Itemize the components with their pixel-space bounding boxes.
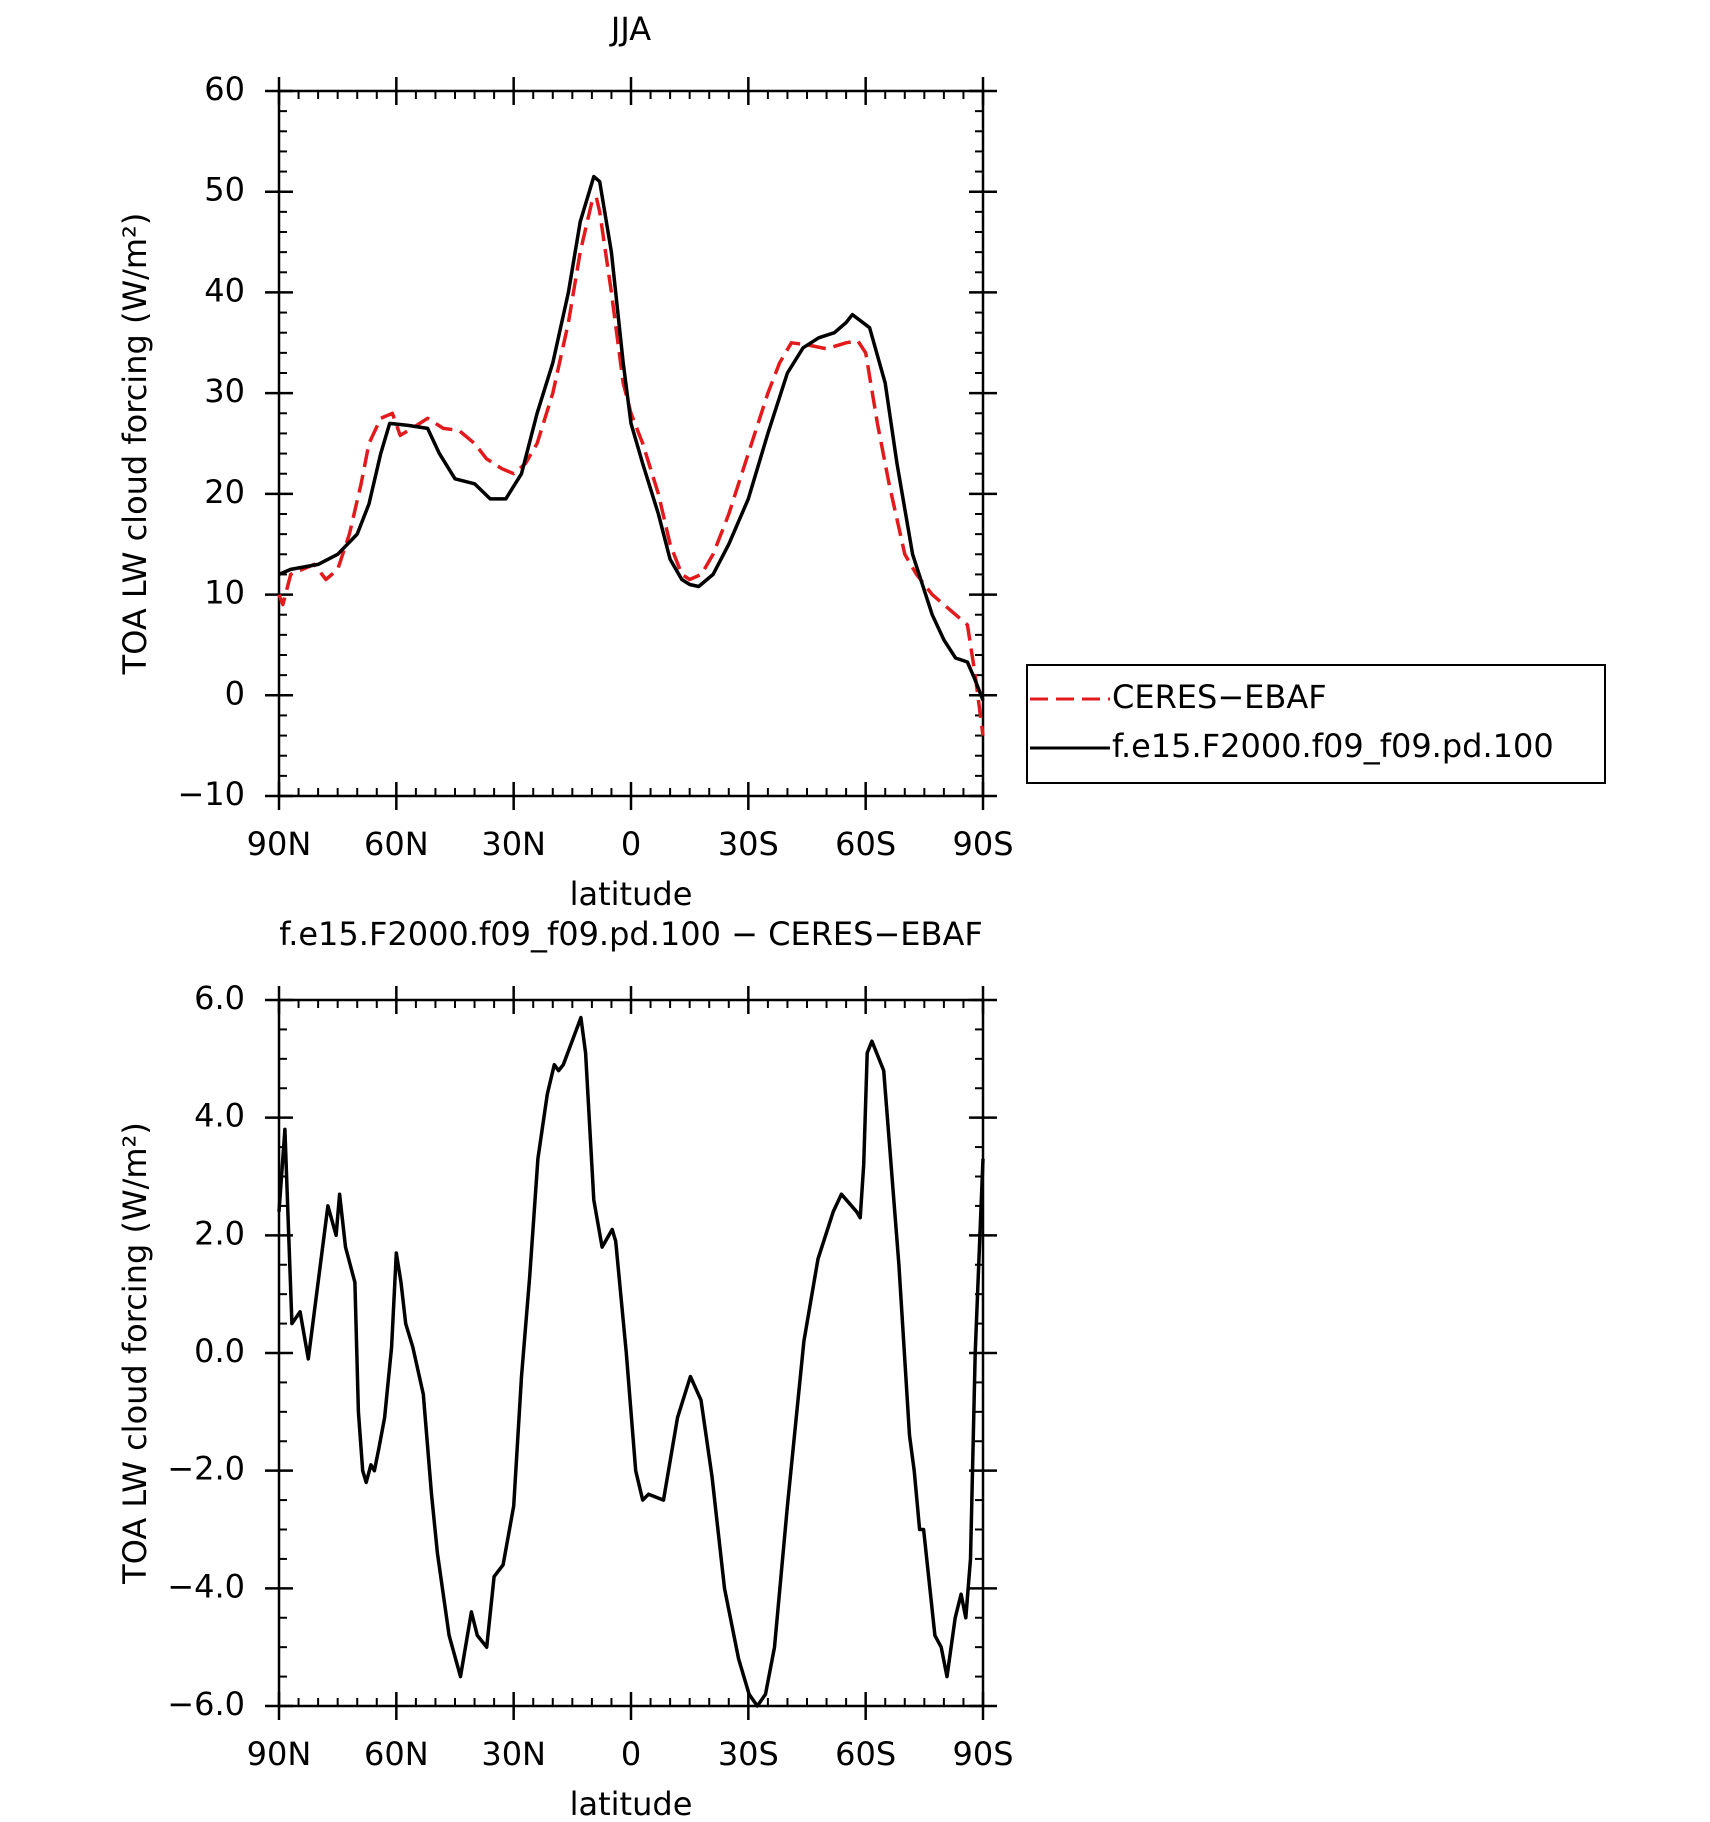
legend-label: f.e15.F2000.f09_f09.pd.100 bbox=[1112, 727, 1554, 765]
data-line bbox=[277, 1015, 985, 1708]
y-tick-label: 0 bbox=[225, 674, 245, 712]
y-tick-label: 0.0 bbox=[194, 1332, 245, 1370]
y-tick-label: −4.0 bbox=[167, 1567, 245, 1605]
x-tick-label: 60S bbox=[835, 825, 896, 863]
x-tick-label: 30N bbox=[481, 1735, 546, 1773]
x-tick-label: 90S bbox=[952, 825, 1013, 863]
y-axis-label: TOA LW cloud forcing (W/m²) bbox=[116, 1122, 154, 1585]
y-axis-label: TOA LW cloud forcing (W/m²) bbox=[116, 213, 154, 676]
y-tick-label: 10 bbox=[204, 574, 245, 612]
x-tick-label: 90N bbox=[247, 825, 312, 863]
data-line bbox=[277, 195, 985, 736]
legend-box bbox=[1026, 664, 1606, 784]
y-tick-label: 50 bbox=[204, 171, 245, 209]
chart-title: f.e15.F2000.f09_f09.pd.100 − CERES−EBAF bbox=[279, 915, 982, 953]
x-axis-label: latitude bbox=[570, 875, 693, 913]
x-tick-label: 30N bbox=[481, 825, 546, 863]
x-tick-label: 30S bbox=[718, 825, 779, 863]
x-tick-label: 90N bbox=[247, 1735, 312, 1773]
x-tick-label: 60N bbox=[364, 825, 429, 863]
data-line bbox=[278, 174, 985, 701]
y-tick-label: 4.0 bbox=[194, 1097, 245, 1135]
plot-frame bbox=[277, 998, 985, 1708]
x-tick-label: 30S bbox=[718, 1735, 779, 1773]
x-tick-label: 60N bbox=[364, 1735, 429, 1773]
y-tick-label: 2.0 bbox=[194, 1214, 245, 1252]
y-tick-label: −10 bbox=[177, 775, 245, 813]
y-tick-label: 40 bbox=[204, 271, 245, 309]
x-tick-label: 0 bbox=[621, 825, 641, 863]
x-tick-label: 90S bbox=[952, 1735, 1013, 1773]
y-tick-label: −2.0 bbox=[167, 1450, 245, 1488]
x-axis-label: latitude bbox=[570, 1785, 693, 1822]
legend-label: CERES−EBAF bbox=[1112, 678, 1327, 716]
y-tick-label: 6.0 bbox=[194, 979, 245, 1017]
x-tick-label: 0 bbox=[621, 1735, 641, 1773]
y-tick-label: −6.0 bbox=[167, 1685, 245, 1723]
y-tick-label: 30 bbox=[204, 372, 245, 410]
chart-title: JJA bbox=[609, 10, 651, 48]
y-tick-label: 20 bbox=[204, 473, 245, 511]
x-tick-label: 60S bbox=[835, 1735, 896, 1773]
y-tick-label: 60 bbox=[204, 70, 245, 108]
